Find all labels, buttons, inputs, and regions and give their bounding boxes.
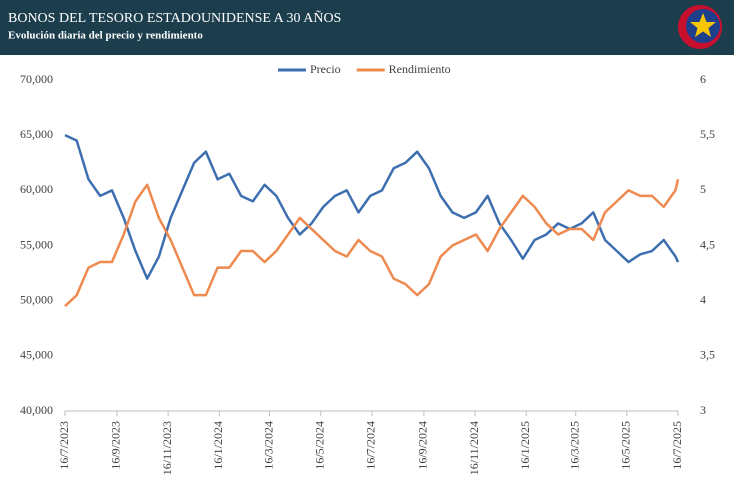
legend-label: Rendimiento — [389, 62, 451, 76]
y-tick-label: 45,000 — [20, 348, 53, 362]
x-tick-label: 16/7/2023 — [57, 421, 71, 470]
logo — [678, 5, 722, 49]
y-tick-label: 65,000 — [20, 127, 53, 141]
chart-subtitle: Evolución diaria del precio y rendimient… — [8, 30, 203, 42]
y2-tick-label: 5,5 — [700, 127, 715, 141]
series-line — [64, 134, 680, 280]
x-tick-label: 16/9/2024 — [416, 421, 430, 470]
x-tick-label: 16/1/2025 — [518, 421, 532, 470]
x-tick-label: 16/7/2025 — [670, 421, 684, 470]
y-tick-label: 50,000 — [20, 292, 53, 306]
y-tick-label: 40,000 — [20, 403, 53, 417]
y2-tick-label: 4 — [700, 292, 706, 306]
y-tick-label: 55,000 — [20, 237, 53, 251]
y2-tick-label: 6 — [700, 72, 706, 86]
x-tick-label: 16/3/2025 — [567, 421, 581, 470]
x-tick-label: 16/3/2024 — [261, 421, 275, 470]
y2-tick-label: 4,5 — [700, 237, 715, 251]
x-tick-label: 16/9/2023 — [109, 421, 123, 470]
legend-label: Precio — [310, 62, 341, 76]
y2-tick-label: 5 — [700, 182, 706, 196]
header-band — [0, 0, 734, 55]
series-line — [64, 179, 680, 308]
x-tick-label: 16/11/2024 — [467, 421, 481, 475]
x-tick-label: 16/5/2024 — [313, 421, 327, 470]
y2-tick-label: 3 — [700, 403, 706, 417]
x-tick-label: 16/11/2023 — [160, 421, 174, 475]
y-tick-label: 70,000 — [20, 72, 53, 86]
y2-tick-label: 3,5 — [700, 348, 715, 362]
chart-title: BONOS DEL TESORO ESTADOUNIDENSE A 30 AÑO… — [8, 10, 341, 26]
x-tick-label: 16/7/2024 — [364, 421, 378, 470]
y-tick-label: 60,000 — [20, 182, 53, 196]
x-tick-label: 16/5/2025 — [619, 421, 633, 470]
x-tick-label: 16/1/2024 — [211, 421, 225, 470]
